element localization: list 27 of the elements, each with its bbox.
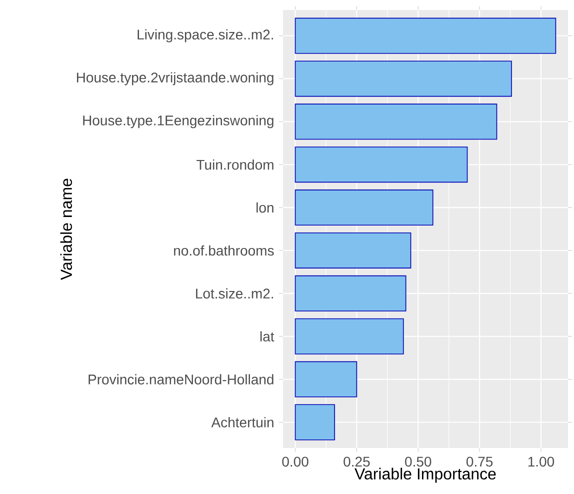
- bar: [294, 318, 404, 354]
- bar: [294, 104, 498, 140]
- x-tick-label: 1.00: [528, 456, 554, 467]
- x-tick-label: 0.25: [344, 456, 370, 467]
- bar: [294, 275, 406, 312]
- y-tick-label: Tuin.rondom: [196, 159, 274, 170]
- x-tick-label: 0.00: [282, 456, 308, 467]
- y-tick-label: Lot.size..m2.: [196, 288, 274, 299]
- y-tick-label: lon: [256, 202, 274, 213]
- y-tick-label: House.type.1Eengezinswoning: [83, 115, 274, 128]
- x-tick-label: 0.75: [466, 456, 493, 467]
- bar: [294, 190, 434, 226]
- y-tick-label: lat: [260, 331, 274, 342]
- y-tick-label: Living.space.size..m2.: [138, 29, 273, 42]
- y-tick-label: House.type.2vrijstaande.woning: [76, 72, 274, 86]
- bar: [294, 232, 412, 268]
- x-axis-title: Variable Importance: [354, 468, 496, 483]
- bar: [294, 146, 468, 183]
- bar: [294, 361, 358, 398]
- y-axis-title: Variable name: [60, 178, 72, 280]
- y-tick-label: Achtertuin: [211, 417, 274, 428]
- y-tick-label: Provincie.nameNoord-Holland: [88, 374, 274, 384]
- bar: [294, 18, 556, 54]
- bar: [294, 404, 335, 440]
- y-tick-label: no.of.bathrooms: [174, 245, 274, 256]
- bar: [294, 60, 512, 97]
- x-tick-label: 0.50: [405, 456, 432, 467]
